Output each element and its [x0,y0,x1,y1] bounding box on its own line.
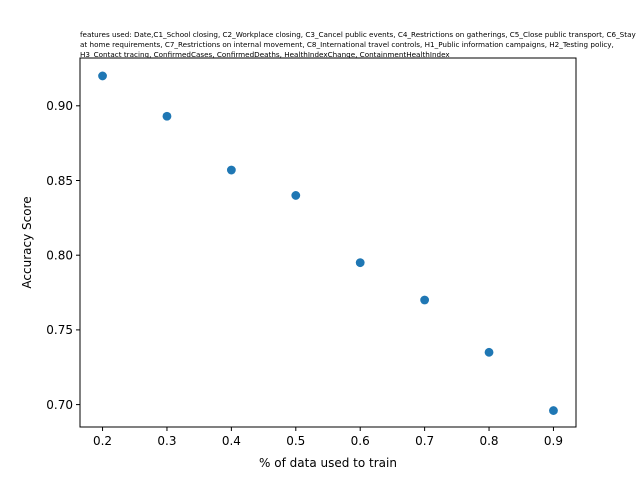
x-tick-label: 0.9 [544,434,563,448]
data-point [549,406,558,415]
data-point [484,347,494,357]
chart-title: features used: Date,C1_School closing, C… [80,30,636,59]
x-tick-label: 0.2 [93,434,112,448]
x-tick-label: 0.8 [479,434,498,448]
x-tick-label: 0.4 [222,434,241,448]
x-tick-label: 0.6 [351,434,370,448]
data-point [162,111,172,121]
x-axis-ticks: 0.2 0.3 0.4 0.5 0.6 0.7 0.8 0.9 [93,427,563,448]
x-axis-label: % of data used to train [259,456,397,470]
data-point [98,71,107,81]
x-tick-label: 0.3 [157,434,176,448]
data-point [226,165,236,175]
y-tick-label: 0.85 [46,174,73,188]
data-point [420,295,430,305]
x-tick-label: 0.7 [415,434,434,448]
x-tick-label: 0.5 [286,434,305,448]
y-tick-label: 0.75 [46,323,73,337]
y-axis-ticks: 0.70 0.75 0.80 0.85 0.90 [46,99,80,412]
y-tick-label: 0.70 [46,398,73,412]
data-point [291,191,301,200]
y-tick-label: 0.90 [46,99,73,113]
y-axis-label: Accuracy Score [20,196,34,288]
data-point [355,258,365,268]
data-points [98,71,558,415]
y-tick-label: 0.80 [46,248,73,262]
axes-frame [79,57,577,428]
